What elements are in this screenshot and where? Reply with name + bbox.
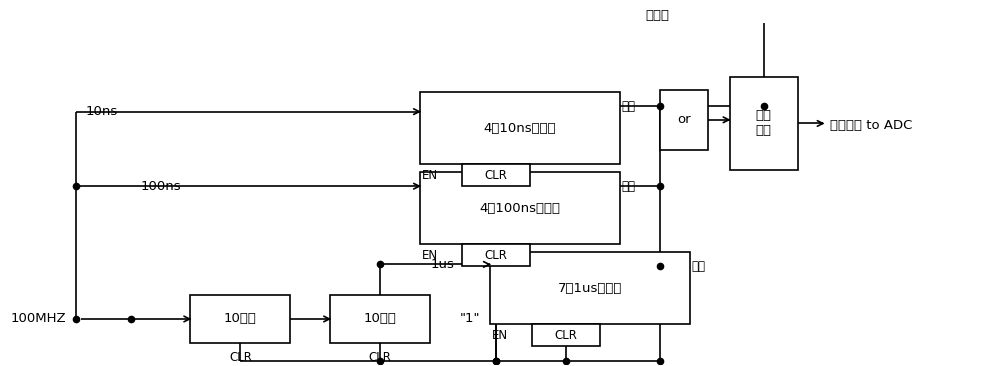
- Text: 4位100ns计数器: 4位100ns计数器: [479, 202, 560, 214]
- Bar: [462, 164, 530, 186]
- Text: CLR: CLR: [229, 351, 252, 364]
- Text: CLR: CLR: [554, 329, 577, 342]
- Bar: [462, 244, 530, 266]
- Text: 10分频: 10分频: [364, 313, 397, 325]
- Text: 溢出: 溢出: [622, 100, 636, 113]
- Text: CLR: CLR: [485, 169, 507, 182]
- Text: 溢出: 溢出: [622, 180, 636, 193]
- Text: 采样脉冲 to ADC: 采样脉冲 to ADC: [830, 119, 912, 132]
- Bar: [730, 77, 798, 170]
- Text: 溢出: 溢出: [692, 260, 706, 273]
- Bar: [330, 295, 430, 343]
- Text: EN: EN: [422, 249, 438, 262]
- Text: 10ns: 10ns: [86, 105, 118, 118]
- Text: CLR: CLR: [485, 249, 507, 262]
- Text: 脉宽
保持: 脉宽 保持: [756, 109, 772, 138]
- Bar: [660, 90, 708, 150]
- Bar: [490, 252, 690, 324]
- Text: EN: EN: [422, 169, 438, 182]
- Text: "1": "1": [460, 313, 481, 325]
- Text: 4位10ns计数器: 4位10ns计数器: [484, 122, 556, 135]
- Text: 10分频: 10分频: [224, 313, 257, 325]
- Text: 1us: 1us: [430, 258, 454, 271]
- Bar: [420, 92, 620, 164]
- Text: 100MHZ: 100MHZ: [11, 313, 66, 325]
- Text: 100ns: 100ns: [141, 180, 181, 193]
- Bar: [532, 324, 600, 346]
- Text: EN: EN: [492, 329, 508, 342]
- Text: CLR: CLR: [369, 351, 392, 364]
- Bar: [190, 295, 290, 343]
- Text: or: or: [677, 113, 691, 126]
- Text: 同步帧: 同步帧: [646, 9, 670, 22]
- Bar: [420, 172, 620, 244]
- Text: 7位1us计数器: 7位1us计数器: [558, 281, 622, 295]
